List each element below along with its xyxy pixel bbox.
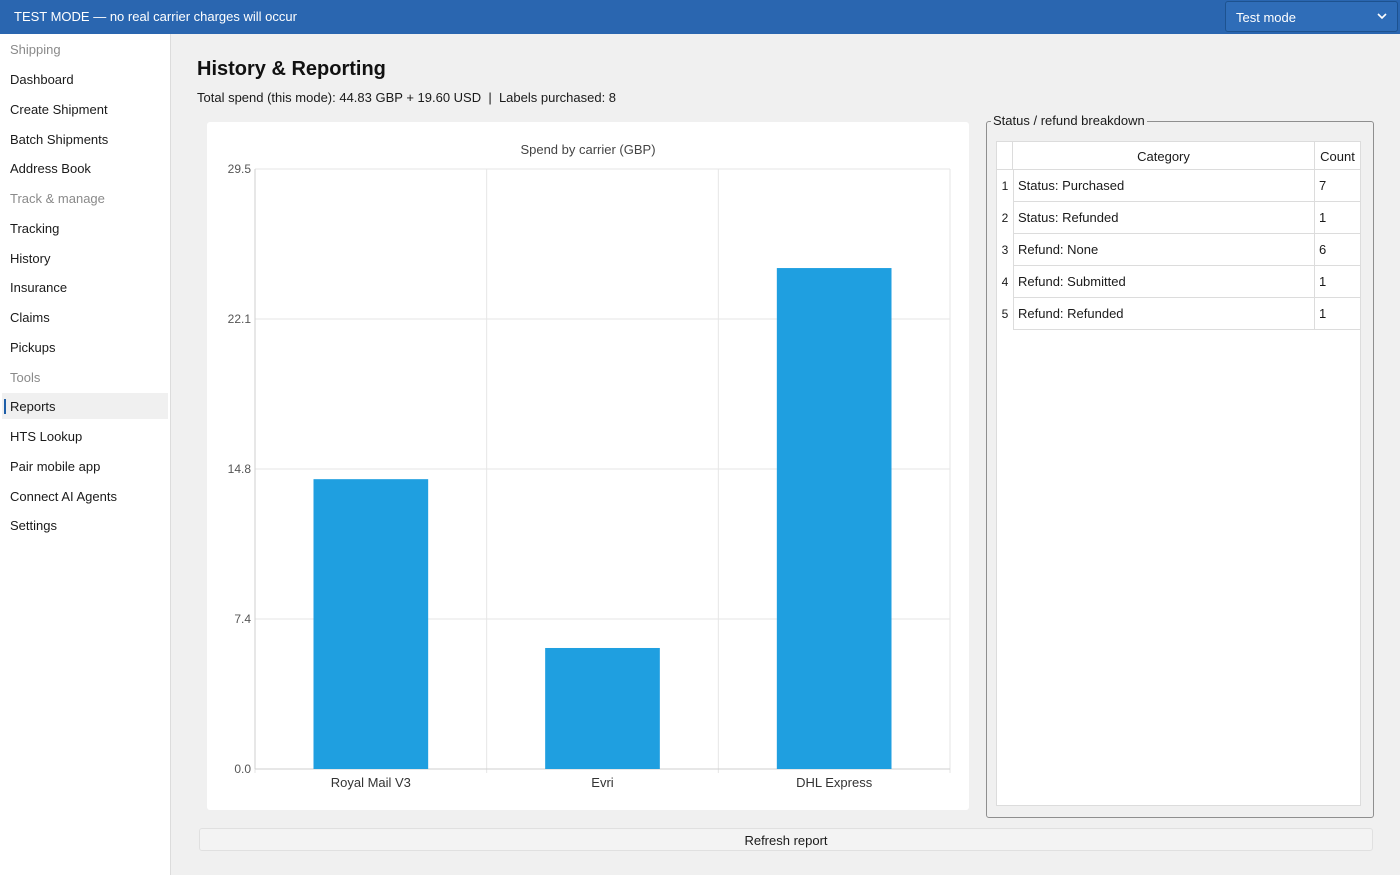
table-corner [997, 142, 1013, 170]
row-number: 1 [1001, 179, 1009, 193]
row-category: Refund: Submitted [1013, 266, 1315, 298]
y-tick-label: 29.5 [228, 162, 252, 176]
y-tick-label: 14.8 [228, 462, 252, 476]
row-count: 1 [1315, 298, 1361, 330]
row-category: Status: Purchased [1013, 170, 1315, 202]
page-title: History & Reporting [197, 58, 386, 80]
row-number: 5 [1001, 307, 1009, 321]
row-count: 6 [1315, 234, 1361, 266]
sidebar-item-hts-lookup[interactable]: HTS Lookup [10, 429, 83, 444]
sidebar-item-claims[interactable]: Claims [10, 310, 50, 325]
column-header-category[interactable]: Category [1013, 142, 1315, 170]
spend-chart: Spend by carrier (GBP) 0.0 7.4 14.8 22.1 29.… [207, 122, 969, 810]
breakdown-table: Category Count 1 Status: Purchased 7 2 S… [996, 141, 1361, 806]
row-number: 4 [1001, 275, 1009, 289]
breakdown-title: Status / refund breakdown [991, 113, 1147, 128]
column-header-count[interactable]: Count [1320, 149, 1355, 164]
row-category: Status: Refunded [1013, 202, 1315, 234]
sidebar-item-reports[interactable]: Reports [2, 393, 168, 419]
breakdown-groupbox [986, 121, 1374, 818]
sidebar-item-pair-mobile-app[interactable]: Pair mobile app [10, 459, 101, 474]
sidebar: Shipping Dashboard Create Shipment Batch… [0, 34, 171, 875]
y-tick-label: 22.1 [228, 312, 252, 326]
table-row[interactable]: 1 Status: Purchased 7 [997, 170, 1362, 202]
table-row[interactable]: 2 Status: Refunded 1 [997, 202, 1362, 234]
y-tick-label: 0.0 [234, 762, 251, 776]
row-count: 1 [1315, 266, 1361, 298]
sidebar-item-settings[interactable]: Settings [10, 518, 57, 533]
x-tick-label: Royal Mail V3 [331, 775, 411, 790]
chevron-down-icon [1377, 13, 1387, 20]
table-header: Category Count [997, 142, 1360, 170]
spend-chart-svg: Spend by carrier (GBP) 0.0 7.4 14.8 22.1 29.… [228, 142, 951, 790]
test-mode-banner: TEST MODE — no real carrier charges will… [0, 0, 1400, 34]
bar [313, 479, 429, 769]
spend-summary: Total spend (this mode): 44.83 GBP + 19.… [197, 90, 617, 105]
sidebar-section-track-manage: Track & manage [10, 191, 105, 206]
sidebar-section-shipping: Shipping [10, 42, 61, 57]
row-count: 1 [1315, 202, 1361, 234]
chart-title: Spend by carrier (GBP) [520, 142, 655, 157]
row-number: 2 [1001, 211, 1009, 225]
sidebar-item-address-book[interactable]: Address Book [10, 161, 91, 176]
sidebar-item-insurance[interactable]: Insurance [10, 280, 68, 295]
row-category: Refund: None [1013, 234, 1315, 266]
row-category: Refund: Refunded [1013, 298, 1315, 330]
sidebar-item-create-shipment[interactable]: Create Shipment [10, 102, 108, 117]
x-tick-label: Evri [591, 775, 614, 790]
sidebar-item-pickups[interactable]: Pickups [10, 340, 56, 355]
sidebar-item-batch-shipments[interactable]: Batch Shipments [10, 132, 109, 147]
table-row[interactable]: 5 Refund: Refunded 1 [997, 298, 1362, 330]
row-number: 3 [1001, 243, 1009, 257]
table-row[interactable]: 4 Refund: Submitted 1 [997, 266, 1362, 298]
refresh-report-button[interactable]: Refresh report [199, 828, 1373, 851]
mode-select[interactable]: Test mode [1225, 1, 1398, 32]
row-count: 7 [1315, 170, 1361, 202]
sidebar-item-connect-ai-agents[interactable]: Connect AI Agents [10, 489, 117, 504]
sidebar-item-tracking[interactable]: Tracking [10, 221, 60, 236]
y-tick-label: 7.4 [234, 612, 251, 626]
mode-select-value: Test mode [1236, 10, 1296, 25]
sidebar-item-history[interactable]: History [10, 251, 51, 266]
sidebar-section-tools: Tools [10, 370, 41, 385]
table-row[interactable]: 3 Refund: None 6 [997, 234, 1362, 266]
sidebar-item-dashboard[interactable]: Dashboard [10, 72, 74, 87]
bar [776, 268, 892, 769]
bar [545, 647, 660, 769]
x-tick-label: DHL Express [796, 775, 873, 790]
banner-text: TEST MODE — no real carrier charges will… [14, 9, 297, 24]
